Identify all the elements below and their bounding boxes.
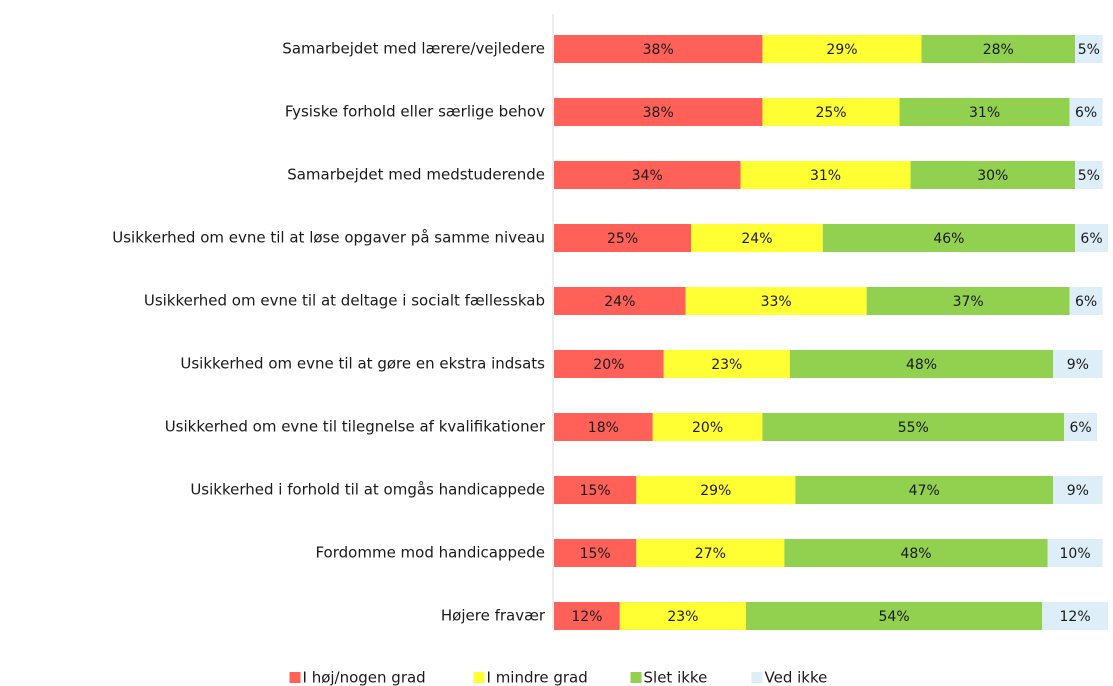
category-label: Samarbejdet med lærere/vejledere bbox=[282, 40, 545, 58]
bar-segment bbox=[652, 413, 763, 441]
data-label: 12% bbox=[571, 609, 602, 625]
data-label: 29% bbox=[700, 483, 731, 499]
category-label: Samarbejdet med medstuderende bbox=[287, 166, 545, 184]
bar-segment bbox=[1053, 476, 1103, 504]
bar-segment bbox=[899, 98, 1070, 126]
bar-segment bbox=[795, 476, 1054, 504]
data-label: 37% bbox=[953, 294, 984, 310]
data-label: 25% bbox=[607, 231, 638, 247]
bar-segment bbox=[1075, 161, 1103, 189]
bar-segment bbox=[554, 602, 620, 630]
bar-segment bbox=[1042, 602, 1108, 630]
bar-segment bbox=[762, 413, 1065, 441]
bar-segment bbox=[554, 287, 686, 315]
data-label: 28% bbox=[983, 42, 1014, 58]
legend-label: I høj/nogen grad bbox=[303, 669, 426, 686]
data-label: 23% bbox=[711, 357, 742, 373]
legend-swatch bbox=[473, 672, 485, 683]
category-label: Usikkerhed om evne til at løse opgaver p… bbox=[112, 229, 545, 247]
data-label: 31% bbox=[810, 168, 841, 184]
data-label: 6% bbox=[1069, 420, 1091, 436]
category-label: Usikkerhed om evne til at gøre en ekstra… bbox=[180, 355, 545, 373]
data-label: 6% bbox=[1080, 231, 1102, 247]
bar-segment bbox=[691, 224, 823, 252]
legend-swatch bbox=[751, 672, 763, 683]
bar-segment bbox=[762, 98, 900, 126]
data-label: 12% bbox=[1060, 609, 1091, 625]
bar-segment bbox=[554, 161, 741, 189]
bar-segment bbox=[554, 413, 653, 441]
data-label: 34% bbox=[632, 168, 663, 184]
bar-segment bbox=[619, 602, 746, 630]
bar-segment bbox=[740, 161, 911, 189]
bar-segment bbox=[554, 224, 692, 252]
data-label: 15% bbox=[580, 546, 611, 562]
bar-segment bbox=[784, 539, 1048, 567]
data-label: 15% bbox=[580, 483, 611, 499]
bar-segment bbox=[1064, 413, 1098, 441]
data-label: 9% bbox=[1067, 357, 1089, 373]
bar-segment bbox=[1069, 287, 1103, 315]
data-label: 48% bbox=[906, 357, 937, 373]
bar-segment bbox=[789, 350, 1054, 378]
data-label: 38% bbox=[643, 42, 674, 58]
data-label: 27% bbox=[695, 546, 726, 562]
bar-segment bbox=[866, 287, 1070, 315]
data-label: 20% bbox=[692, 420, 723, 436]
bar-segment bbox=[1075, 35, 1103, 63]
bar-segment bbox=[745, 602, 1043, 630]
data-label: 6% bbox=[1075, 294, 1097, 310]
legend-label: I mindre grad bbox=[487, 669, 588, 686]
data-label: 25% bbox=[815, 105, 846, 121]
data-label: 24% bbox=[604, 294, 635, 310]
data-label: 29% bbox=[826, 42, 857, 58]
bar-segment bbox=[554, 476, 637, 504]
data-label: 23% bbox=[667, 609, 698, 625]
data-label: 33% bbox=[761, 294, 792, 310]
data-label: 38% bbox=[643, 105, 674, 121]
bar-segment bbox=[1075, 224, 1108, 252]
bar-segment bbox=[685, 287, 867, 315]
category-label: Fysiske forhold eller særlige behov bbox=[285, 103, 545, 121]
data-label: 46% bbox=[933, 231, 964, 247]
legend-label: Ved ikke bbox=[765, 669, 828, 686]
data-label: 47% bbox=[909, 483, 940, 499]
bar-segment bbox=[1069, 98, 1103, 126]
data-label: 31% bbox=[969, 105, 1000, 121]
bar-segment bbox=[1047, 539, 1103, 567]
data-label: 9% bbox=[1067, 483, 1089, 499]
data-label: 5% bbox=[1078, 168, 1100, 184]
data-label: 10% bbox=[1060, 546, 1091, 562]
category-label: Usikkerhed i forhold til at omgås handic… bbox=[190, 481, 545, 499]
legend-label: Slet ikke bbox=[644, 669, 708, 686]
data-label: 24% bbox=[741, 231, 772, 247]
data-label: 55% bbox=[898, 420, 929, 436]
bar-segment bbox=[554, 350, 664, 378]
category-label: Usikkerhed om evne til tilegnelse af kva… bbox=[165, 418, 546, 436]
category-label: Usikkerhed om evne til at deltage i soci… bbox=[144, 292, 545, 310]
data-label: 5% bbox=[1078, 42, 1100, 58]
bar-segment bbox=[663, 350, 790, 378]
bar-segment bbox=[554, 539, 637, 567]
bar-segment bbox=[822, 224, 1076, 252]
bar-segment bbox=[636, 539, 785, 567]
data-label: 54% bbox=[879, 609, 910, 625]
bar-segment bbox=[910, 161, 1076, 189]
bar-segment bbox=[921, 35, 1076, 63]
data-label: 20% bbox=[593, 357, 624, 373]
data-label: 18% bbox=[588, 420, 619, 436]
category-label: Fordomme mod handicappede bbox=[315, 544, 545, 562]
bar-segment bbox=[554, 98, 763, 126]
data-label: 48% bbox=[900, 546, 931, 562]
bar-segment bbox=[762, 35, 922, 63]
legend-swatch bbox=[630, 672, 642, 683]
bar-segment bbox=[1053, 350, 1103, 378]
bar-segment bbox=[554, 35, 763, 63]
data-label: 30% bbox=[977, 168, 1008, 184]
data-label: 6% bbox=[1075, 105, 1097, 121]
bar-segment bbox=[636, 476, 796, 504]
category-label: Højere fravær bbox=[441, 607, 546, 625]
legend-swatch bbox=[289, 672, 301, 683]
